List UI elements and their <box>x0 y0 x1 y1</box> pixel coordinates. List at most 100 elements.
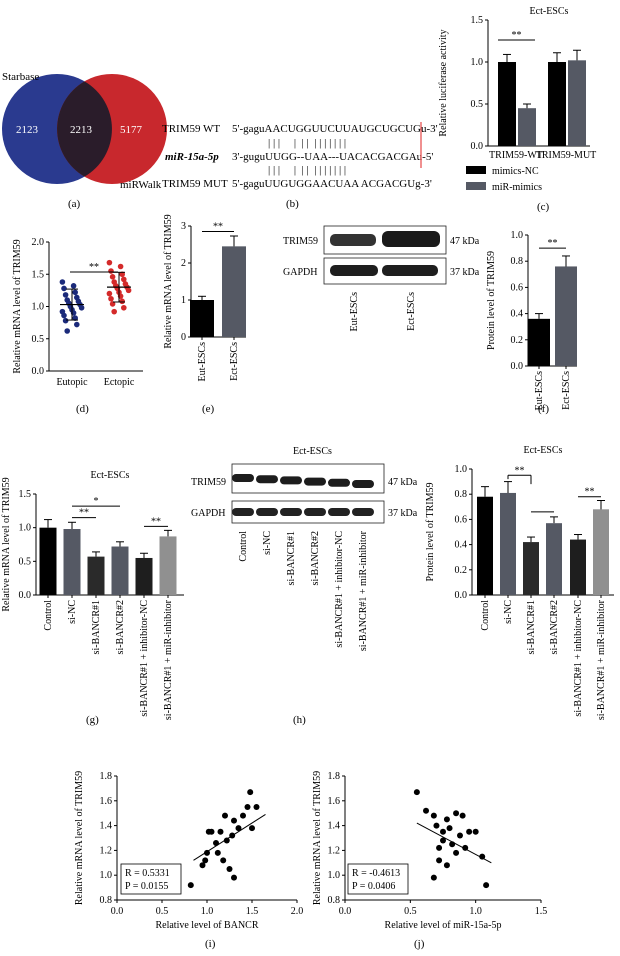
chart-g: Ect-ESCs 0.0 0.5 1.0 1.5 Relative mRNA level … <box>1 470 184 720</box>
significance-label: ** <box>89 262 99 273</box>
y-tick-label: 0.8 <box>328 895 341 906</box>
y-tick-label: 1.5 <box>471 15 484 26</box>
x-tick-label: 0.5 <box>404 906 417 917</box>
significance-label: ** <box>79 508 89 519</box>
data-point <box>121 304 127 311</box>
stats-text: P = 0.0406 <box>352 881 395 892</box>
y-tick-label: 1.0 <box>100 870 113 881</box>
bar-si-NC <box>500 492 516 595</box>
data-point <box>430 874 437 881</box>
y-tick-label: 1.0 <box>328 870 341 881</box>
legend-swatch <box>466 182 486 190</box>
seq-bonds-top: | | | | | | | | | | | | | <box>268 137 346 149</box>
data-point <box>436 844 443 851</box>
bar-miR-mimics-TRIM59-WT <box>518 108 536 146</box>
data-point <box>106 290 113 297</box>
data-point <box>199 862 206 869</box>
y-tick-label: 0.5 <box>32 334 45 345</box>
chart-g-title: Ect-ESCs <box>91 470 130 481</box>
seq-row-mut: 5'-gaguUUGUGGAACUAA ACGACGUg-3' <box>232 178 432 190</box>
blot-h-gapdh-band <box>280 508 302 516</box>
bar-si-BANCR#1 + inhibitor-NC <box>135 557 153 595</box>
fit-line <box>193 814 266 861</box>
venn-overlap <box>57 81 112 177</box>
y-tick-label: 1.6 <box>328 796 341 807</box>
y-axis-title: Protein level of TRIM59 <box>425 483 436 582</box>
blot-h-lane-labels: Control si-NC si-BANCR#1 si-BANCR#2 si-BANCR… <box>238 530 369 651</box>
blot-h-lane-label: Control <box>238 531 249 562</box>
x-tick-label: Eut-ESCs <box>197 342 208 382</box>
stats-box <box>120 863 182 895</box>
y-tick-label: 1.5 <box>32 269 45 280</box>
x-tick-label: Eut-ESCs <box>534 371 545 411</box>
y-tick-label: 0.0 <box>511 361 524 372</box>
blot-h-gapdh-band <box>352 508 374 516</box>
x-tick-label: si-BANCR#1 + miR-inhibitor <box>596 599 607 720</box>
data-point <box>423 807 430 814</box>
data-point <box>222 812 228 819</box>
stats-text: R = -0.4613 <box>352 868 400 879</box>
x-tick-label: 1.0 <box>201 906 214 917</box>
data-point <box>217 828 224 835</box>
y-tick-label: 0.8 <box>100 895 113 906</box>
significance-label: * <box>94 496 99 507</box>
venn-left-label: Starbase <box>2 71 39 83</box>
x-tick-label: TRIM59-MUT <box>536 150 597 161</box>
blot-h-trim59-band <box>256 475 278 484</box>
x-tick-label: 0.0 <box>339 906 352 917</box>
y-tick-label: 0.0 <box>32 366 45 377</box>
chart-c-title: Ect-ESCs <box>530 6 569 17</box>
sequence-panel: TRIM59 WT 5'-gaguAACUGGUUCUUAUGCUGCUGu-3… <box>162 122 438 210</box>
data-point <box>456 832 463 839</box>
x-tick-label: Control <box>480 600 491 631</box>
seq-row-wt: 5'-gaguAACUGGUUCUUAUGCUGCUGu-3' <box>232 123 438 135</box>
panel-label-b: (b) <box>286 198 299 210</box>
data-point <box>61 285 67 292</box>
blot-h-lane-label: si-BANCR#1 <box>286 531 297 585</box>
data-point <box>202 857 209 864</box>
y-tick-label: 0.8 <box>511 256 524 267</box>
data-point <box>244 804 251 810</box>
data-point <box>61 312 67 319</box>
blot-h-trim59-band <box>328 478 350 487</box>
panel-label-i: (i) <box>205 938 216 950</box>
data-point <box>472 828 479 835</box>
data-point <box>443 862 450 869</box>
y-tick-label: 1.4 <box>100 821 113 832</box>
y-axis-title: Relative mRNA level of TRIM59 <box>163 214 174 348</box>
blot-h-bands <box>232 474 374 516</box>
blot-ef-lane-2: Ect-ESCs <box>406 292 417 331</box>
data-point <box>106 259 113 266</box>
data-point <box>459 812 466 819</box>
y-tick-label: 1.4 <box>328 821 341 832</box>
y-axis-title: Protein level of TRIM59 <box>486 251 497 350</box>
data-point <box>117 263 124 270</box>
x-tick-label: TRIM59-WT <box>489 150 543 161</box>
legend-swatch <box>466 166 486 174</box>
y-tick-label: 0.8 <box>455 489 468 500</box>
stats-text: R = 0.5331 <box>125 868 170 879</box>
y-tick-label: 3 <box>181 221 186 232</box>
bar-si-BANCR#1 + miR-inhibitor <box>159 536 177 595</box>
data-point <box>235 825 242 832</box>
data-point <box>125 287 132 294</box>
blot-h-trim59-band <box>280 476 302 485</box>
x-tick-label: si-NC <box>503 600 514 624</box>
blot-ef-trim59-band-1 <box>330 234 376 246</box>
blot-h-trim59-band <box>352 480 374 488</box>
data-point <box>440 837 446 844</box>
data-point <box>249 825 255 832</box>
x-tick-label: Ect-ESCs <box>561 371 572 410</box>
panel-label-j: (j) <box>414 938 425 950</box>
y-tick-label: 0.0 <box>19 590 32 601</box>
data-point <box>78 304 85 311</box>
venn-overlap-count: 2213 <box>70 124 93 136</box>
data-point <box>443 816 450 823</box>
x-tick-label: Eutopic <box>56 377 88 388</box>
legend-label: mimics-NC <box>492 166 539 177</box>
chart-i: 0.8 1.0 1.2 1.4 1.6 1.8 Relative mRNA level of… <box>74 771 303 931</box>
x-tick-label: Ect-ESCs <box>229 342 240 381</box>
data-point <box>253 804 260 810</box>
y-tick-label: 1.0 <box>471 57 484 68</box>
